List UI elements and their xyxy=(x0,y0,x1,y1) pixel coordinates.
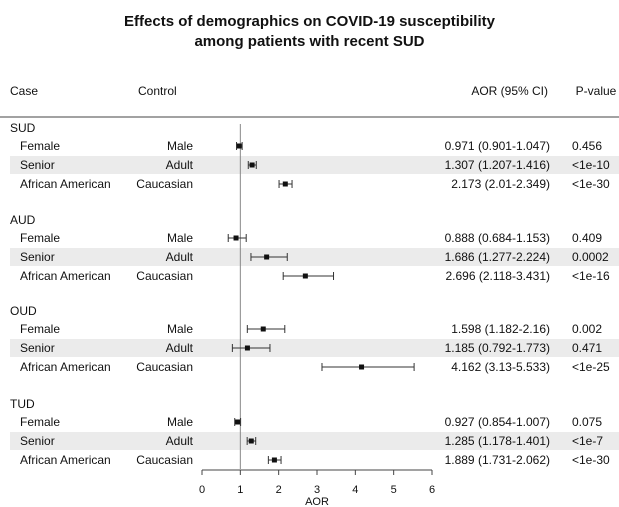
plot-marks xyxy=(227,124,415,469)
x-tick-label: 4 xyxy=(352,484,358,496)
row-pvalue: <1e-25 xyxy=(572,360,610,374)
column-header-control: Control xyxy=(138,84,177,98)
chart-title: Effects of demographics on COVID-19 susc… xyxy=(0,12,619,52)
point-estimate xyxy=(248,438,254,444)
row-aor-ci: 4.162 (3.13-5.533) xyxy=(451,360,550,374)
point-estimate xyxy=(260,326,266,332)
group-header-sud: SUD xyxy=(10,121,36,135)
row-aor-ci: 1.598 (1.182-2.16) xyxy=(451,322,550,336)
x-axis-label: AOR xyxy=(305,496,329,507)
row-case-label: Female xyxy=(20,231,60,245)
row-case-label: African American xyxy=(20,360,111,374)
row-case-label: Senior xyxy=(20,434,55,448)
row-aor-ci: 0.971 (0.901-1.047) xyxy=(445,139,550,153)
row-pvalue: <1e-10 xyxy=(572,158,610,172)
point-estimate xyxy=(249,162,255,168)
row-pvalue: 0.456 xyxy=(572,139,602,153)
row-aor-ci: 2.696 (2.118-3.431) xyxy=(445,269,550,283)
row-control-label: Adult xyxy=(166,250,194,264)
row-pvalue: <1e-16 xyxy=(572,269,610,283)
point-estimate xyxy=(282,181,288,187)
row-stripe xyxy=(10,248,619,266)
row-case-label: Female xyxy=(20,322,60,336)
x-tick-label: 2 xyxy=(276,484,282,496)
row-aor-ci: 0.888 (0.684-1.153) xyxy=(445,231,550,245)
x-tick-label: 3 xyxy=(314,484,320,496)
row-pvalue: <1e-7 xyxy=(572,434,603,448)
row-case-label: Senior xyxy=(20,158,55,172)
x-tick-label: 0 xyxy=(199,484,205,496)
point-estimate xyxy=(264,254,270,260)
row-aor-ci: 2.173 (2.01-2.349) xyxy=(451,177,550,191)
group-header-aud: AUD xyxy=(10,213,36,227)
row-control-label: Male xyxy=(167,139,193,153)
row-stripe xyxy=(10,339,619,357)
row-control-label: Adult xyxy=(166,341,194,355)
point-estimate xyxy=(359,364,365,370)
x-axis: 0 1 2 3 4 5 6 xyxy=(199,469,435,496)
row-aor-ci: 1.889 (1.731-2.062) xyxy=(445,453,550,467)
table-rows: SUD Female Male 0.971 (0.901-1.047) 0.456 Sen… xyxy=(10,121,610,467)
row-control-label: Caucasian xyxy=(136,269,193,283)
chart-title-line-1: Effects of demographics on COVID-19 susc… xyxy=(124,13,495,30)
row-pvalue: 0.409 xyxy=(572,231,602,245)
point-estimate xyxy=(271,457,277,463)
row-pvalue: <1e-30 xyxy=(572,453,610,467)
row-case-label: Female xyxy=(20,415,60,429)
row-pvalue: 0.471 xyxy=(572,341,602,355)
row-stripe xyxy=(10,432,619,450)
row-case-label: African American xyxy=(20,177,111,191)
group-header-tud: TUD xyxy=(10,397,35,411)
point-estimate xyxy=(302,273,308,279)
row-control-label: Adult xyxy=(166,158,194,172)
column-header-aor: AOR (95% CI) xyxy=(471,84,548,98)
row-case-label: Senior xyxy=(20,250,55,264)
row-case-label: Female xyxy=(20,139,60,153)
point-estimate xyxy=(233,235,239,241)
row-control-label: Male xyxy=(167,322,193,336)
column-header-pvalue: P-value xyxy=(576,84,617,98)
row-pvalue: 0.075 xyxy=(572,415,602,429)
row-control-label: Male xyxy=(167,231,193,245)
point-estimate xyxy=(235,419,241,425)
row-case-label: African American xyxy=(20,269,111,283)
chart-title-line-2: among patients with recent SUD xyxy=(194,33,425,50)
group-header-oud: OUD xyxy=(10,304,37,318)
column-header-case: Case xyxy=(10,84,38,98)
row-aor-ci: 1.686 (1.277-2.224) xyxy=(445,250,550,264)
x-tick-label: 6 xyxy=(429,484,435,496)
row-control-label: Caucasian xyxy=(136,453,193,467)
row-pvalue: <1e-30 xyxy=(572,177,610,191)
row-stripes xyxy=(10,156,619,450)
row-control-label: Adult xyxy=(166,434,194,448)
row-aor-ci: 1.307 (1.207-1.416) xyxy=(445,158,550,172)
row-aor-ci: 1.185 (0.792-1.773) xyxy=(445,341,550,355)
row-control-label: Caucasian xyxy=(136,177,193,191)
row-control-label: Caucasian xyxy=(136,360,193,374)
x-tick-label: 5 xyxy=(391,484,397,496)
row-pvalue: 0.002 xyxy=(572,322,602,336)
point-estimate xyxy=(244,345,250,351)
row-aor-ci: 1.285 (1.178-1.401) xyxy=(445,434,550,448)
row-pvalue: 0.0002 xyxy=(572,250,609,264)
point-estimate xyxy=(236,143,242,149)
row-stripe xyxy=(10,156,619,174)
row-case-label: African American xyxy=(20,453,111,467)
row-aor-ci: 0.927 (0.854-1.007) xyxy=(445,415,550,429)
row-case-label: Senior xyxy=(20,341,55,355)
row-control-label: Male xyxy=(167,415,193,429)
x-tick-label: 1 xyxy=(237,484,243,496)
